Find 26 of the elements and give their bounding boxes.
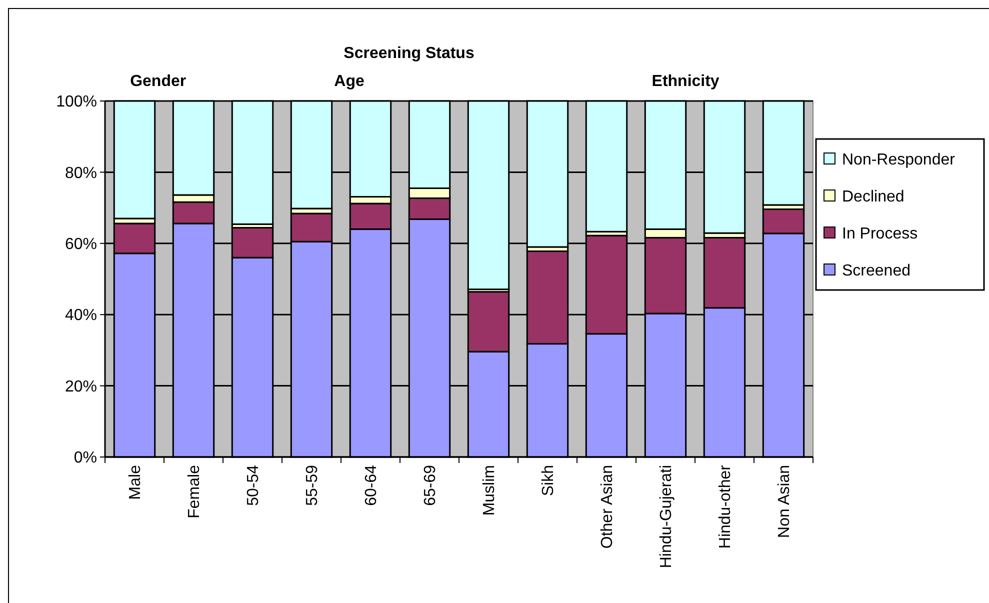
chart-title: Screening Status <box>344 45 474 62</box>
y-tick-label: 0% <box>74 450 97 467</box>
x-tick-label: Female <box>186 464 204 518</box>
y-tick-label: 100% <box>56 94 97 111</box>
y-tick-label: 40% <box>64 307 97 324</box>
x-tick-label: Male <box>127 464 144 500</box>
x-tick-label: Muslim <box>481 465 498 516</box>
y-tick-label: 60% <box>64 236 97 253</box>
x-tick-label: Other Asian <box>599 465 616 549</box>
x-tick-label: 60-64 <box>363 464 380 506</box>
x-tick-label: 65-69 <box>422 464 440 506</box>
legend-label: Declined <box>842 188 904 206</box>
text: Age <box>334 73 364 90</box>
y-tick-label: 20% <box>64 378 97 396</box>
x-tick-label: 55-59 <box>304 464 322 506</box>
text: Ethnicity <box>652 73 720 90</box>
legend-label: Non-Responder <box>842 152 956 169</box>
x-tick-label: 50-54 <box>245 464 262 506</box>
x-tick-label: Hindu-other <box>717 464 734 549</box>
x-tick-label: Sikh <box>540 465 558 496</box>
x-tick-label: Non Asian <box>776 465 794 538</box>
legend-label: Screened <box>842 262 910 280</box>
legend-label: In Process <box>842 226 918 243</box>
y-tick-label: 80% <box>64 164 97 182</box>
x-tick-label: Hindu-Gujerati <box>658 465 676 568</box>
text: Gender <box>130 73 186 90</box>
